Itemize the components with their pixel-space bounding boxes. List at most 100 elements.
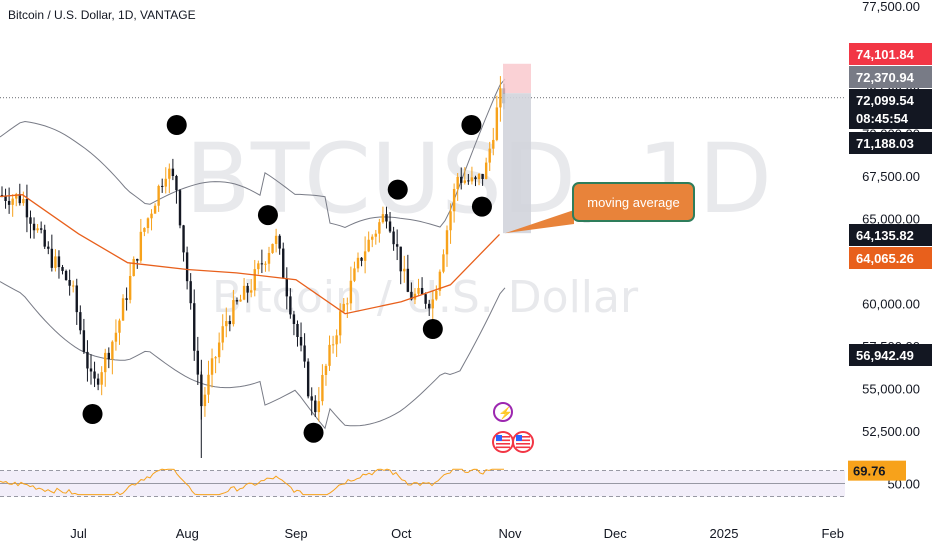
candle-body — [267, 252, 271, 264]
price-axis[interactable]: 77,500.0075,000.0072,500.0070,000.0067,5… — [862, 0, 920, 439]
price-tag: 71,188.03 — [849, 132, 932, 154]
symbol-title: Bitcoin / U.S. Dollar, 1D, VANTAGE — [8, 8, 196, 22]
flag-stripe — [496, 436, 510, 438]
candle-body — [278, 235, 281, 249]
candle-body — [210, 358, 214, 375]
candle-body — [349, 280, 353, 304]
candle-body — [185, 252, 189, 282]
candles — [0, 63, 531, 458]
candle-body — [310, 396, 313, 401]
candle-body — [317, 401, 321, 413]
target-zone — [503, 63, 531, 94]
x-tick-label: Nov — [498, 526, 522, 541]
candle-body — [0, 195, 4, 197]
candle-body — [146, 218, 150, 229]
y-tick-label: 65,000.00 — [862, 212, 920, 227]
candle-body — [104, 352, 107, 373]
moving-average-line — [0, 194, 574, 315]
candle-body — [189, 281, 192, 304]
candle-body — [29, 217, 32, 224]
price-tag-label: 72,099.54 — [856, 93, 915, 108]
candle-body — [381, 214, 385, 223]
price-tag-bg — [849, 224, 932, 246]
candle-body — [250, 290, 253, 293]
candle-body — [303, 345, 306, 362]
candle-body — [481, 173, 484, 179]
price-tag-bg — [849, 132, 932, 154]
pivot-dot — [303, 422, 324, 443]
price-tag-label: 64,065.26 — [856, 251, 914, 266]
candle-body — [7, 200, 11, 205]
candle-body — [371, 236, 374, 240]
candle-body — [417, 287, 420, 294]
moving-average-callout: moving average — [572, 182, 695, 222]
candle-body — [214, 357, 217, 359]
candle-body — [161, 185, 164, 187]
price-tag: 56,942.49 — [849, 344, 932, 366]
candle-body — [136, 258, 139, 261]
candle-body — [360, 257, 363, 261]
candle-body — [86, 351, 89, 369]
candle-body — [75, 285, 78, 313]
flag-stripe — [516, 443, 530, 445]
marked-points — [82, 115, 492, 443]
candle-body — [314, 400, 317, 413]
candle-body — [335, 335, 338, 345]
candle-body — [50, 248, 54, 268]
candle-body — [385, 214, 388, 222]
candle-body — [346, 303, 349, 305]
candle-body — [467, 180, 470, 182]
rsi-tag-bg — [848, 460, 906, 481]
pivot-dot — [461, 115, 482, 135]
candle-body — [456, 176, 459, 189]
price-tag-bg — [849, 66, 932, 88]
candle-body — [225, 321, 228, 327]
x-tick-label: Feb — [822, 526, 844, 541]
candle-body — [118, 320, 121, 333]
candle-body — [499, 88, 502, 108]
pivot-dot — [422, 319, 443, 339]
y-tick-label: 55,000.00 — [862, 382, 920, 397]
candle-body — [47, 246, 50, 249]
candle-body — [32, 223, 36, 231]
candle-body — [438, 271, 442, 291]
candle-body — [406, 268, 410, 292]
candle-body — [289, 296, 292, 315]
candle-body — [93, 371, 96, 379]
lightning-glyph: ⚡ — [498, 406, 513, 420]
candle-body — [321, 374, 324, 402]
candle-body — [125, 298, 128, 300]
candle-body — [114, 332, 118, 342]
time-axis[interactable]: Jul Aug Sep Oct Nov Dec 2025 Feb — [70, 526, 844, 541]
candle-body — [57, 256, 61, 268]
candle-body — [242, 285, 246, 300]
candle-body — [452, 188, 456, 212]
candle-body — [11, 198, 14, 205]
candle-body — [121, 298, 125, 321]
candle-body — [132, 258, 135, 276]
event-icons[interactable]: ⚡ — [492, 402, 534, 453]
candle-body — [182, 225, 185, 253]
candle-body — [43, 229, 46, 247]
candle-body — [442, 254, 445, 272]
candle-body — [395, 244, 399, 247]
candle-body — [299, 336, 303, 346]
candle-body — [257, 263, 260, 270]
candle-body — [228, 321, 232, 325]
candle-body — [431, 299, 434, 309]
candle-body — [470, 177, 474, 182]
moving-average-path — [0, 194, 500, 315]
candle-body — [207, 374, 210, 395]
candle-body — [150, 213, 153, 219]
candle-body — [463, 180, 466, 183]
candle-body — [168, 168, 171, 179]
candle-body — [153, 205, 157, 214]
candle-body — [36, 228, 39, 231]
candle-body — [178, 190, 182, 226]
candle-body — [232, 300, 235, 325]
candle-body — [260, 263, 264, 265]
candle-body — [367, 239, 370, 252]
price-tag: 74,101.84 — [849, 43, 932, 65]
candle-body — [306, 361, 310, 397]
